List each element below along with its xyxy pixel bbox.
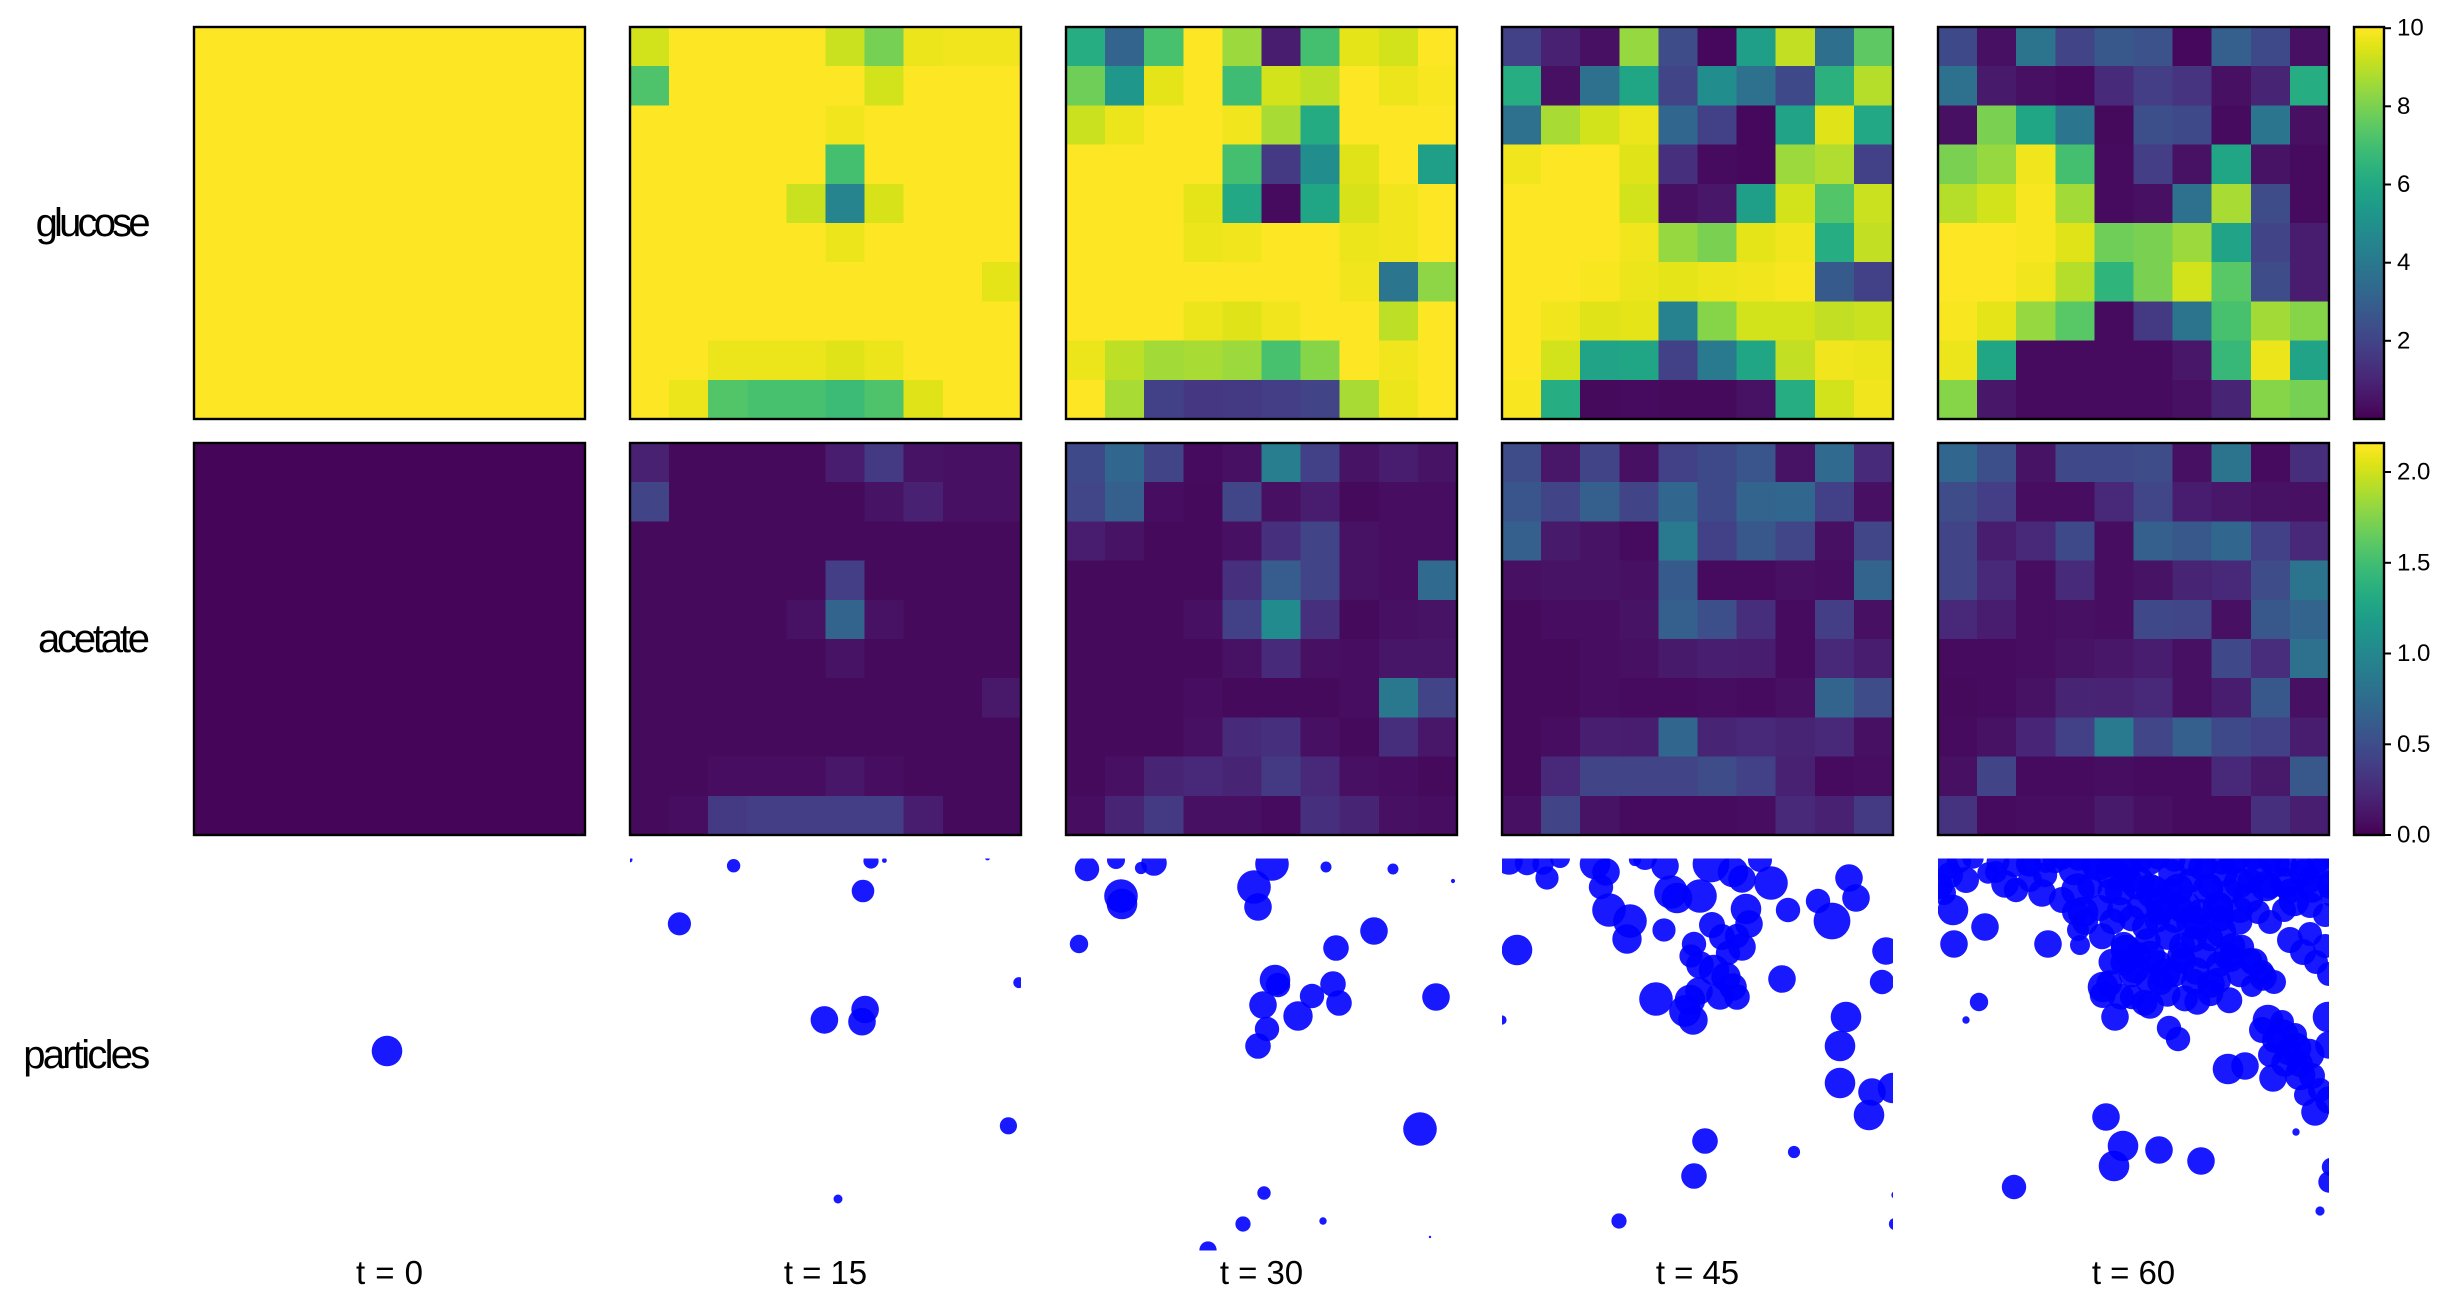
- svg-text:0.5: 0.5: [2397, 731, 2430, 758]
- svg-text:t = 0: t = 0: [356, 1254, 423, 1291]
- svg-text:t = 15: t = 15: [784, 1254, 867, 1291]
- svg-text:particles: particles: [23, 1033, 150, 1077]
- svg-text:1.0: 1.0: [2397, 640, 2430, 667]
- svg-text:t = 45: t = 45: [1656, 1254, 1739, 1291]
- svg-text:10: 10: [2397, 15, 2424, 42]
- svg-text:t = 30: t = 30: [1220, 1254, 1303, 1291]
- svg-text:4: 4: [2397, 249, 2410, 276]
- svg-text:2: 2: [2397, 327, 2410, 354]
- svg-text:acetate: acetate: [38, 617, 150, 661]
- svg-text:8: 8: [2397, 93, 2410, 120]
- svg-text:glucose: glucose: [36, 201, 151, 245]
- svg-text:0.0: 0.0: [2397, 822, 2430, 849]
- svg-text:1.5: 1.5: [2397, 549, 2430, 576]
- svg-text:6: 6: [2397, 171, 2410, 198]
- svg-text:t = 60: t = 60: [2092, 1254, 2175, 1291]
- svg-text:2.0: 2.0: [2397, 459, 2430, 486]
